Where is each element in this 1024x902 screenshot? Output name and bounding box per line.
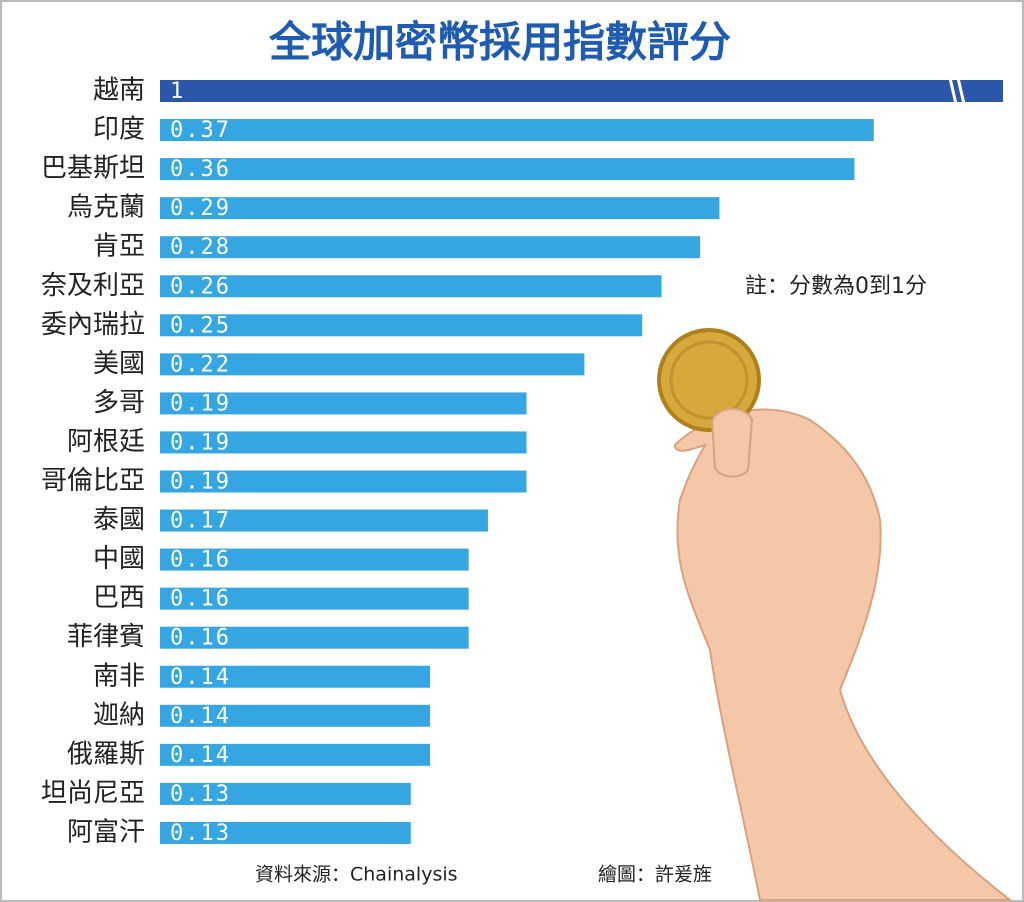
note: 註：分數為0到1分 <box>745 274 927 299</box>
hand-illustration <box>657 328 1013 901</box>
category-label: 烏克蘭 <box>67 193 145 223</box>
category-label: 哥倫比亞 <box>41 466 145 496</box>
value-label: 0.14 <box>170 665 231 690</box>
value-label: 0.25 <box>170 313 231 338</box>
bar <box>160 665 431 688</box>
value-label: 0.28 <box>170 235 231 260</box>
value-label: 0.26 <box>170 274 231 299</box>
bar <box>160 314 643 337</box>
source: 資料來源：Chainalysis <box>255 864 458 886</box>
value-label: 0.16 <box>170 548 231 573</box>
value-label: 0.17 <box>170 509 231 534</box>
value-label: 1 <box>170 79 185 104</box>
credit: 繪圖：許爰旌 <box>598 864 712 886</box>
value-label: 0.19 <box>170 470 231 495</box>
value-label: 0.29 <box>170 196 231 221</box>
bar <box>160 197 720 220</box>
value-label: 0.14 <box>170 743 231 768</box>
bar <box>160 236 701 259</box>
category-label: 菲律賓 <box>67 622 145 652</box>
category-label: 俄羅斯 <box>67 739 145 769</box>
category-label: 巴西 <box>93 583 145 613</box>
value-label: 0.13 <box>170 821 231 846</box>
category-label: 阿根廷 <box>67 427 145 457</box>
category-label: 南非 <box>93 661 145 691</box>
category-label: 委內瑞拉 <box>41 310 145 340</box>
category-label: 多哥 <box>93 388 145 418</box>
value-label: 0.16 <box>170 626 231 651</box>
bar <box>160 431 527 454</box>
bar <box>160 821 411 844</box>
category-label: 奈及利亞 <box>41 271 145 301</box>
category-label: 越南 <box>93 76 145 106</box>
bar <box>160 782 411 805</box>
bars <box>160 80 1003 844</box>
bar <box>160 470 527 493</box>
bar <box>160 275 662 298</box>
bar <box>160 80 1003 102</box>
value-label: 0.37 <box>170 118 231 143</box>
value-label: 0.19 <box>170 391 231 416</box>
category-label: 印度 <box>93 115 145 145</box>
category-label: 坦尚尼亞 <box>41 778 145 808</box>
bar <box>160 119 874 142</box>
category-label: 中國 <box>93 544 145 574</box>
category-label: 肯亞 <box>93 232 145 262</box>
category-label: 巴基斯坦 <box>41 154 145 184</box>
category-label: 泰國 <box>93 505 145 535</box>
bar <box>160 158 855 181</box>
value-label: 0.36 <box>170 157 231 182</box>
value-label: 0.14 <box>170 704 231 729</box>
bar <box>160 353 585 376</box>
value-label: 0.22 <box>170 352 231 377</box>
category-label: 美國 <box>93 349 145 379</box>
bar <box>160 743 431 766</box>
bar <box>160 392 527 415</box>
value-label: 0.16 <box>170 587 231 612</box>
bar <box>160 626 469 649</box>
bar <box>160 509 488 532</box>
bar <box>160 587 469 610</box>
bar <box>160 548 469 571</box>
value-label: 0.13 <box>170 782 231 807</box>
axis-break <box>948 77 966 105</box>
value-label: 0.19 <box>170 430 231 455</box>
bar <box>160 704 431 727</box>
chart-title: 全球加密幣採用指數評分 <box>268 18 731 67</box>
category-label: 阿富汗 <box>67 817 145 847</box>
category-label: 迦納 <box>93 700 145 730</box>
